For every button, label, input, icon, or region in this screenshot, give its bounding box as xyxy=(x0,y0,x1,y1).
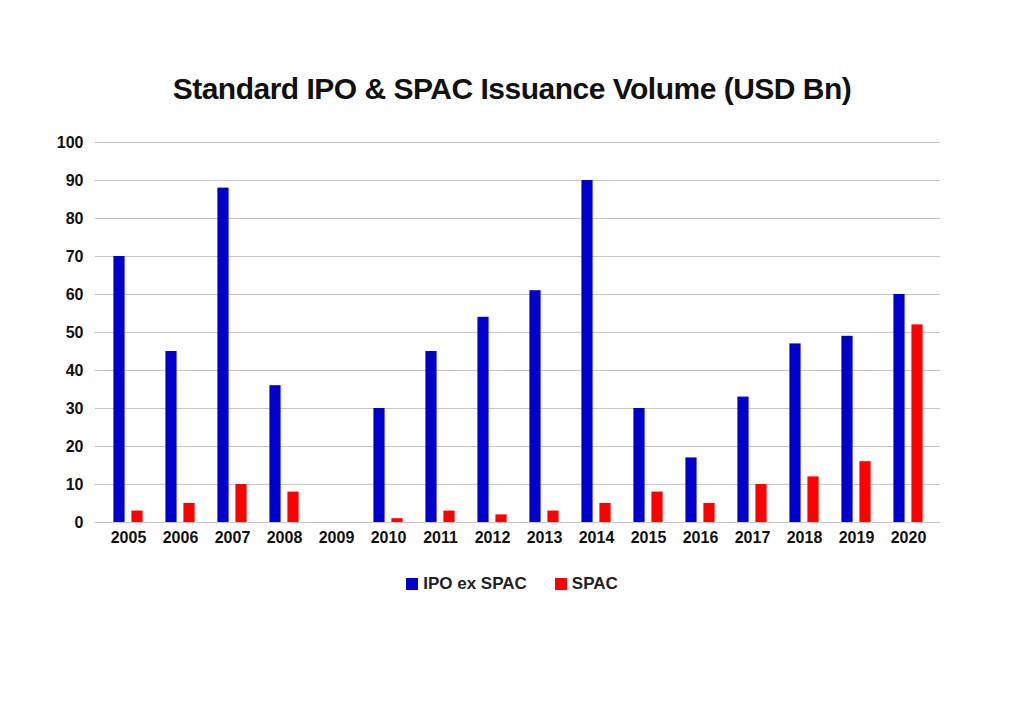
svg-text:90: 90 xyxy=(66,172,84,189)
svg-text:2019: 2019 xyxy=(839,529,875,546)
svg-text:2020: 2020 xyxy=(891,529,927,546)
svg-text:0: 0 xyxy=(75,514,84,531)
svg-text:2018: 2018 xyxy=(787,529,823,546)
svg-text:60: 60 xyxy=(66,286,84,303)
svg-text:2017: 2017 xyxy=(735,529,771,546)
svg-text:2015: 2015 xyxy=(631,529,667,546)
svg-text:20: 20 xyxy=(66,438,84,455)
svg-text:2010: 2010 xyxy=(371,529,407,546)
svg-text:2006: 2006 xyxy=(163,529,199,546)
svg-text:40: 40 xyxy=(66,362,84,379)
svg-text:2011: 2011 xyxy=(423,529,458,546)
svg-text:2008: 2008 xyxy=(267,529,303,546)
svg-text:70: 70 xyxy=(66,248,84,265)
svg-text:30: 30 xyxy=(66,400,84,417)
svg-text:2016: 2016 xyxy=(683,529,719,546)
svg-text:80: 80 xyxy=(66,210,84,227)
svg-text:2005: 2005 xyxy=(111,529,147,546)
svg-text:2013: 2013 xyxy=(527,529,563,546)
svg-text:50: 50 xyxy=(66,324,84,341)
svg-text:100: 100 xyxy=(57,134,84,151)
svg-text:10: 10 xyxy=(66,476,84,493)
svg-text:2009: 2009 xyxy=(319,529,355,546)
html-text:SPAC: SPAC xyxy=(571,574,618,593)
html-text:IPO ex SPAC: IPO ex SPAC xyxy=(423,574,527,593)
svg-text:2012: 2012 xyxy=(475,529,511,546)
svg-text:2007: 2007 xyxy=(215,529,251,546)
html-text:Standard IPO & SPAC Issuance V: Standard IPO & SPAC Issuance Volume (USD… xyxy=(172,72,852,105)
svg-text:2014: 2014 xyxy=(579,529,615,546)
